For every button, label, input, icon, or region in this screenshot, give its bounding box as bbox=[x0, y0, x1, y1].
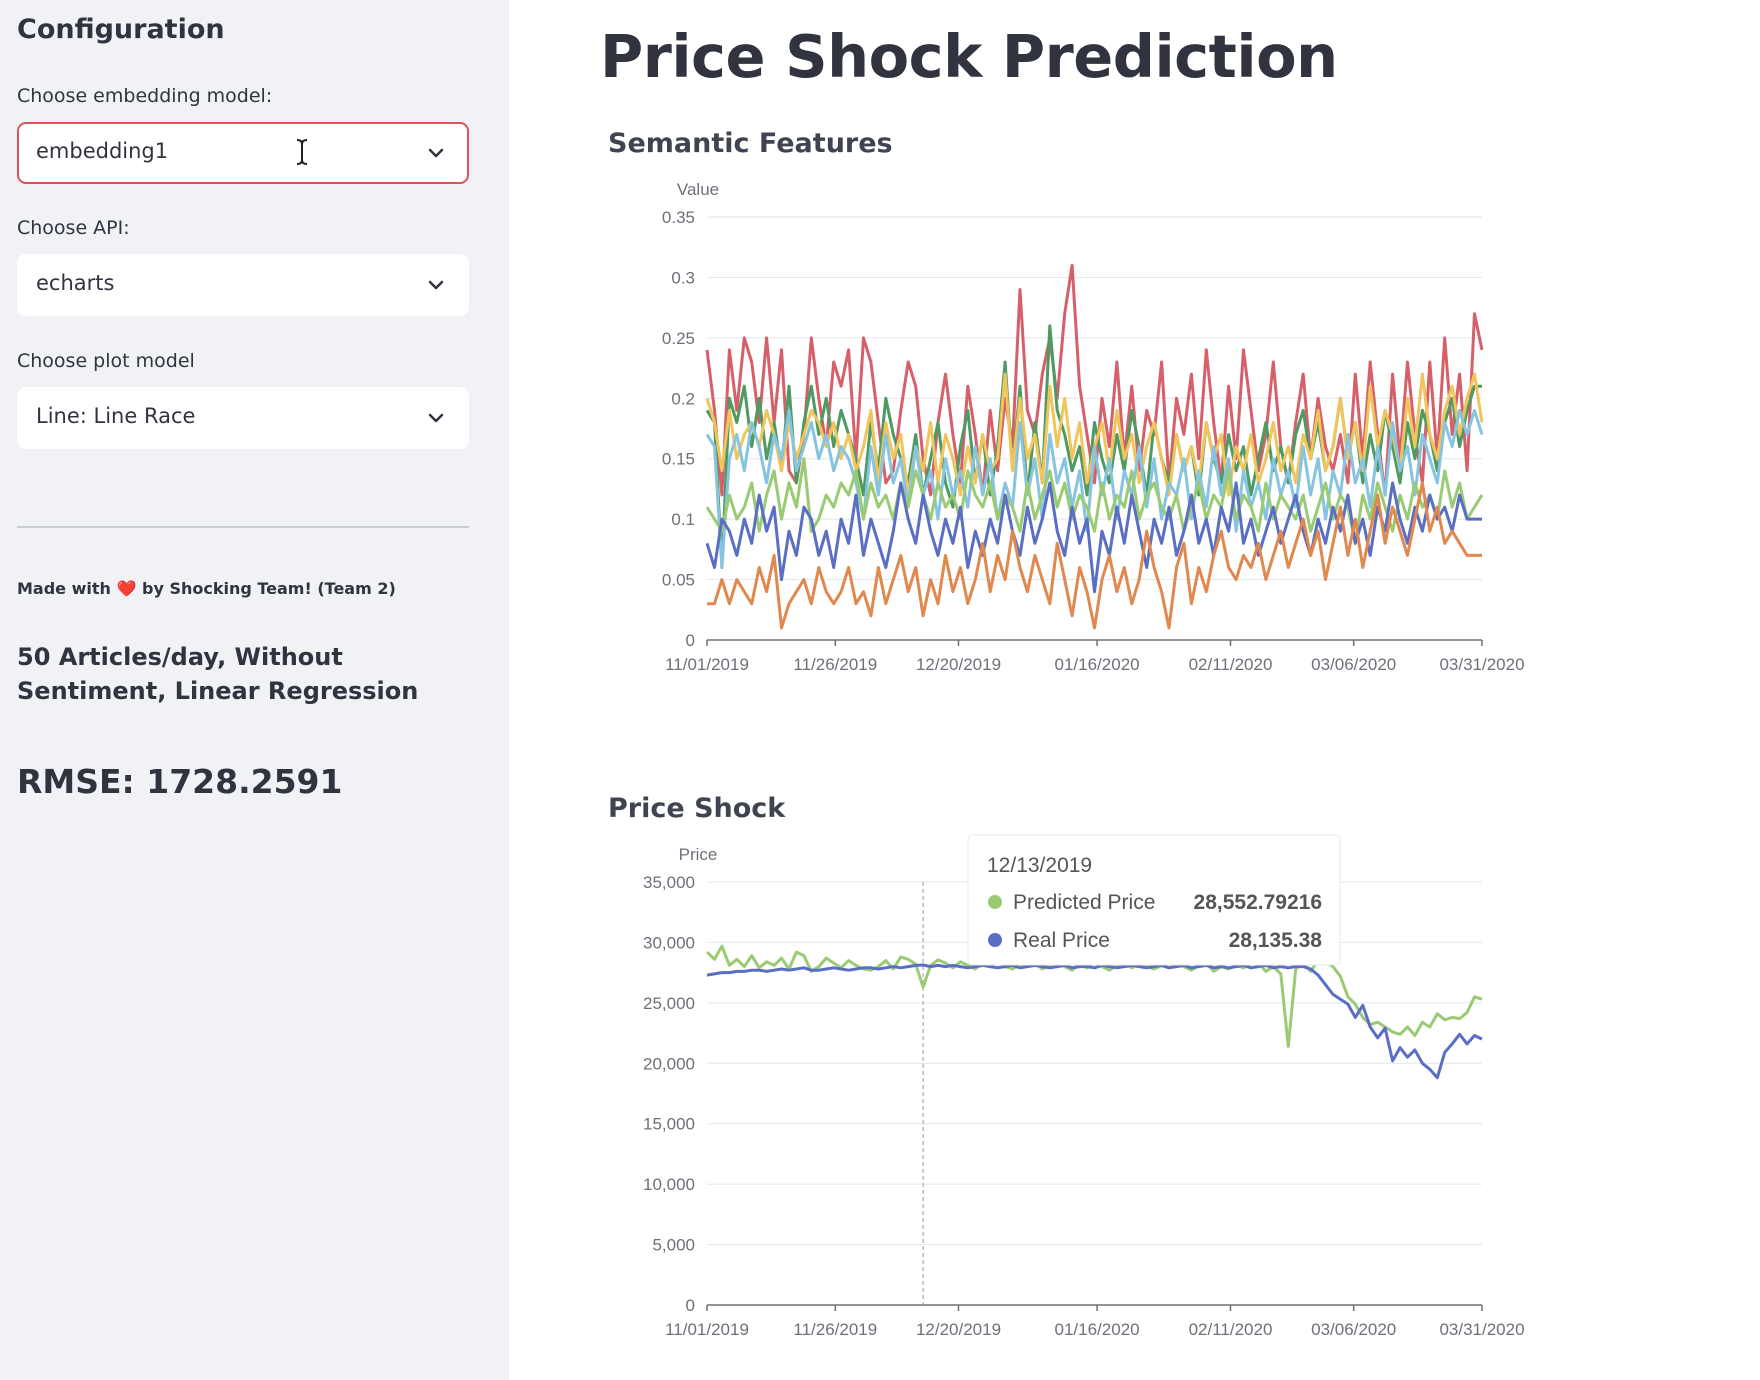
text-cursor-icon bbox=[296, 139, 308, 165]
rmse-value: RMSE: 1728.2591 bbox=[17, 762, 343, 801]
chevron-down-icon[interactable] bbox=[425, 274, 447, 296]
y-tick-label: 0.05 bbox=[662, 571, 695, 590]
x-tick-label: 11/01/2019 bbox=[665, 1320, 749, 1339]
x-tick-label: 12/20/2019 bbox=[916, 655, 1001, 674]
x-tick-label: 03/06/2020 bbox=[1311, 655, 1396, 674]
plot-model-select[interactable]: Line: Line Race bbox=[17, 387, 469, 449]
x-tick-label: 11/26/2019 bbox=[793, 655, 877, 674]
y-tick-label: 25,000 bbox=[643, 994, 695, 1013]
y-axis-label: Value bbox=[677, 180, 719, 199]
chevron-down-icon[interactable] bbox=[425, 407, 447, 429]
api-value: echarts bbox=[36, 271, 115, 295]
y-tick-label: 0.15 bbox=[662, 450, 695, 469]
semantic-features-title: Semantic Features bbox=[608, 128, 893, 159]
y-tick-label: 5,000 bbox=[652, 1236, 695, 1255]
x-tick-label: 03/31/2020 bbox=[1439, 655, 1524, 674]
tooltip-background bbox=[967, 834, 1341, 966]
x-tick-label: 12/20/2019 bbox=[916, 1320, 1001, 1339]
tooltip-marker bbox=[988, 895, 1002, 909]
x-tick-label: 03/31/2020 bbox=[1439, 1320, 1524, 1339]
tooltip-series-value: 28,552.79216 bbox=[1194, 891, 1322, 914]
tooltip-marker bbox=[988, 933, 1002, 947]
y-axis-label: Price bbox=[679, 845, 718, 864]
api-select[interactable]: echarts bbox=[17, 254, 469, 316]
tooltip-date: 12/13/2019 bbox=[987, 854, 1092, 877]
y-tick-label: 15,000 bbox=[643, 1115, 695, 1134]
chevron-down-icon[interactable] bbox=[425, 142, 447, 164]
tooltip-series-name: Predicted Price bbox=[1013, 891, 1155, 914]
series-line-6 bbox=[705, 481, 1482, 594]
price-shock-title: Price Shock bbox=[608, 793, 786, 824]
config-description: 50 Articles/day, Without Sentiment, Line… bbox=[17, 643, 419, 705]
series-line-1 bbox=[705, 263, 1484, 497]
heart-icon: ❤️ bbox=[116, 579, 137, 598]
y-tick-label: 35,000 bbox=[643, 873, 695, 892]
x-tick-label: 11/26/2019 bbox=[793, 1320, 877, 1339]
series-line-4 bbox=[705, 408, 1484, 569]
series-line-7 bbox=[707, 481, 1482, 630]
y-tick-label: 20,000 bbox=[643, 1054, 695, 1073]
y-tick-label: 0.35 bbox=[662, 208, 695, 227]
y-tick-label: 0 bbox=[686, 1296, 695, 1315]
y-tick-label: 0.25 bbox=[662, 329, 695, 348]
sidebar-title: Configuration bbox=[17, 14, 225, 45]
embedding-model-value: embedding1 bbox=[36, 139, 169, 163]
tooltip-series-name: Real Price bbox=[1013, 929, 1110, 952]
embedding-model-label: Choose embedding model: bbox=[17, 85, 273, 107]
plot-model-value: Line: Line Race bbox=[36, 404, 196, 428]
page-title: Price Shock Prediction bbox=[600, 22, 1338, 91]
y-tick-label: 0 bbox=[686, 631, 695, 650]
x-tick-label: 02/11/2020 bbox=[1189, 1320, 1273, 1339]
semantic-features-chart[interactable]: Value 0 0.05 0.1 0.15 0.2 0.25 0.3 0.35 11/01/201… bbox=[600, 165, 1560, 695]
tooltip-box: 12/13/2019 Predicted Price 28,552.79216 Rea… bbox=[967, 834, 1341, 966]
y-tick-label: 0.3 bbox=[671, 268, 695, 287]
x-tick-label: 02/11/2020 bbox=[1189, 655, 1273, 674]
embedding-model-select[interactable]: embedding1 bbox=[17, 122, 469, 184]
made-with-text: Made with ❤️ by Shocking Team! (Team 2) bbox=[17, 579, 396, 598]
y-tick-label: 0.1 bbox=[671, 510, 695, 529]
series-line-2 bbox=[706, 963, 1483, 1080]
sidebar: Configuration Choose embedding model: em… bbox=[0, 0, 509, 1380]
made-with-prefix: Made with bbox=[17, 579, 111, 598]
x-tick-label: 11/01/2019 bbox=[665, 655, 749, 674]
api-label: Choose API: bbox=[17, 217, 130, 239]
tooltip-series-value: 28,135.38 bbox=[1229, 929, 1323, 952]
price-shock-chart[interactable]: Price 0 5,000 10,000 15,000 20,000 25,000 30,00… bbox=[600, 830, 1560, 1360]
sidebar-divider bbox=[17, 526, 469, 528]
y-tick-label: 30,000 bbox=[643, 933, 695, 952]
plot-model-label: Choose plot model bbox=[17, 350, 195, 372]
y-tick-label: 10,000 bbox=[643, 1175, 695, 1194]
x-tick-label: 03/06/2020 bbox=[1311, 1320, 1396, 1339]
x-tick-label: 01/16/2020 bbox=[1055, 655, 1140, 674]
made-with-suffix: by Shocking Team! (Team 2) bbox=[141, 579, 396, 598]
x-tick-label: 01/16/2020 bbox=[1055, 1320, 1140, 1339]
y-tick-label: 0.2 bbox=[671, 389, 695, 408]
